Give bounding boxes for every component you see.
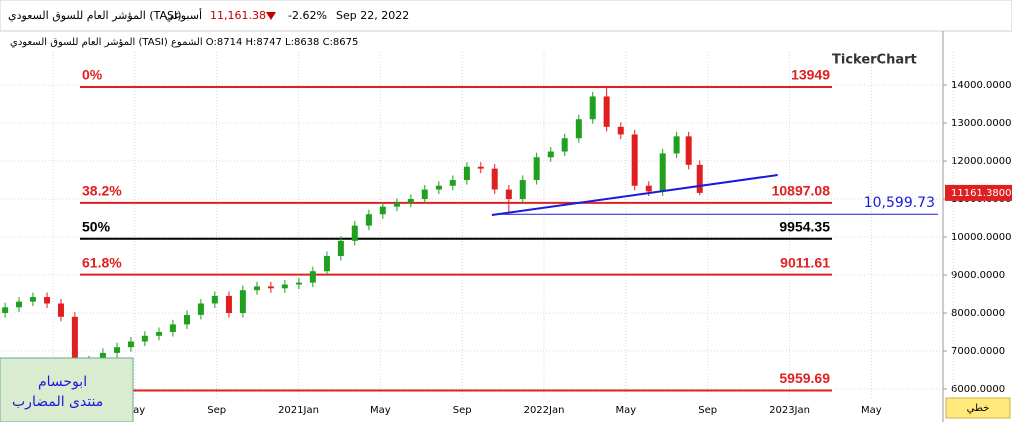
candle-body (393, 202, 400, 207)
x-tick-label: Sep (453, 405, 472, 416)
period: أسبوعي (165, 8, 202, 22)
candle-body (16, 301, 23, 308)
candle-body (673, 136, 680, 154)
candle-body (519, 180, 526, 200)
y-tick-label: 13000.0000 (951, 118, 1011, 129)
y-tick-label: 14000.0000 (951, 80, 1011, 91)
date: Sep 22, 2022 (336, 9, 409, 22)
candle-body (337, 240, 344, 257)
fib-name: 0% (82, 67, 103, 83)
candle-body (114, 347, 121, 353)
fib-value: 13949 (791, 67, 830, 83)
candle-body (323, 256, 330, 272)
candle-body (225, 295, 232, 313)
candle-body (696, 164, 703, 193)
y-tick-label: 6000.0000 (951, 384, 1005, 395)
x-tick-label: May (861, 405, 882, 416)
candle-body (57, 303, 64, 317)
y-tick-label: 10000.0000 (951, 232, 1011, 243)
x-tick-label: Sep (698, 405, 717, 416)
y-tick-label: 12000.0000 (951, 156, 1011, 167)
watermark: TickerChart (832, 53, 917, 68)
candle-body (561, 138, 568, 152)
x-tick-label: May (124, 405, 145, 416)
info-line: المؤشر العام للسوق السعودي (TASI) الشموع… (10, 37, 358, 48)
fib-name: 61.8% (82, 254, 122, 270)
fib-name: 38.2% (82, 183, 122, 199)
candle-body (505, 189, 512, 200)
candle-body (253, 286, 260, 291)
candle-body (379, 206, 386, 215)
down-arrow (266, 12, 276, 20)
fib-value: 10897.08 (772, 183, 831, 199)
fib-value: 9954.35 (779, 218, 830, 234)
candle-body (407, 199, 414, 203)
candle-body (547, 151, 554, 158)
candle-body (631, 134, 638, 186)
candle-body (169, 324, 176, 332)
plot: 6000.0000 7000.0000 8000.0000 9000.0000 1000… (0, 52, 1011, 416)
candle-body (2, 307, 9, 313)
x-tick-label: Sep (207, 405, 226, 416)
badge-line: ابوحسام (38, 374, 87, 390)
candle-body (685, 136, 692, 165)
candle-body (435, 185, 442, 190)
fib-value: 9011.61 (780, 254, 830, 270)
x-tick-label: May (370, 405, 391, 416)
candle-body (184, 314, 191, 325)
price-tag (945, 184, 1012, 201)
header-bar (0, 0, 1012, 32)
x-tick-label: 2022Jan (524, 405, 565, 416)
candle-body (309, 271, 316, 283)
y-tick-label: 9000.0000 (951, 270, 1005, 281)
candle-body (281, 284, 288, 289)
candle-body (239, 290, 246, 313)
candle-body (449, 180, 456, 186)
x-tick-label: 2021Jan (278, 405, 319, 416)
candle-body (533, 157, 540, 181)
candle-body (127, 341, 134, 348)
candle-body (491, 168, 498, 190)
fib-value: 5959.69 (779, 370, 830, 386)
trendline (491, 174, 778, 217)
candle-body (463, 166, 470, 181)
y-tick-label: 7000.0000 (951, 346, 1005, 357)
price-tag-label: 11161.3800 (951, 188, 1011, 199)
change: -2.62% (288, 9, 327, 22)
candle-body (477, 166, 484, 169)
fib-name: 50% (82, 218, 111, 234)
candle-body (617, 126, 624, 135)
candle-body (589, 96, 596, 120)
index-name: المؤشر العام للسوق السعودي (TASI) (8, 9, 182, 22)
candle-body (211, 295, 218, 304)
candle-body (603, 96, 610, 127)
candle-body (155, 331, 162, 336)
support-label: 10,599.73 (864, 195, 935, 211)
x-tick-label: 2023Jan (769, 405, 810, 416)
candle-body (575, 119, 582, 139)
candle-body (141, 335, 148, 342)
candle-body (659, 153, 666, 192)
mode-button-label[interactable]: خطي (967, 403, 990, 414)
candle-body (44, 297, 51, 304)
candle-body (71, 316, 78, 361)
badge (0, 357, 134, 422)
badge-line: منتدى المضارب (12, 394, 103, 410)
mode-button[interactable] (945, 397, 1011, 419)
x-tick-label: May (616, 405, 637, 416)
candle-body (295, 282, 302, 285)
candle-body (365, 214, 372, 226)
candle-body (197, 303, 204, 315)
y-tick-label: 8000.0000 (951, 308, 1005, 319)
candle-body (351, 225, 358, 241)
candle-body (267, 286, 274, 289)
candle-body (29, 297, 36, 302)
last-price: 11,161.38 (210, 9, 266, 22)
candle-body (645, 185, 652, 192)
candle-body (421, 189, 428, 200)
